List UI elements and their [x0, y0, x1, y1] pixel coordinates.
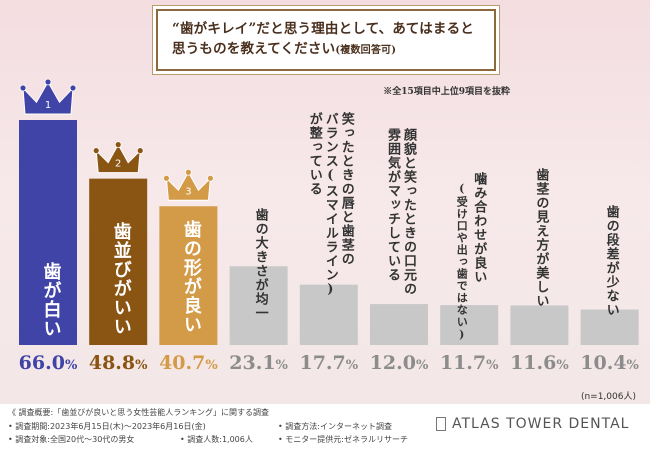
bar-9: [580, 309, 639, 345]
value-unit: %: [626, 358, 639, 373]
survey-overview: 《 調査概要:「歯並びが良いと思う女性芸能人ランキング」に関する調査: [8, 408, 269, 417]
value-label-7: 11.7%: [437, 352, 501, 374]
category-label-6-line1: 顔貌と笑ったときの口元の: [401, 128, 416, 296]
bar-3: [159, 206, 218, 345]
note-text: ※全15項目中上位9項目を抜粋: [383, 87, 510, 97]
value-unit: %: [345, 358, 359, 373]
category-label-2: 歯並びがいい: [110, 222, 132, 336]
value-unit: %: [486, 358, 499, 373]
logo-mark-icon: [436, 417, 446, 431]
crown-icon-3: 3: [162, 168, 214, 201]
value-unit: %: [556, 358, 569, 373]
category-label-6-line2: 雰囲気がマッチしている: [385, 128, 400, 282]
logo-text: ATLAS TOWER DENTAL: [452, 416, 630, 432]
rank-label-2: 2: [115, 159, 121, 170]
category-label-5-line3: が整っている: [306, 112, 322, 196]
category-label-1: 歯が白い: [40, 262, 62, 338]
value-number: 10.4: [580, 352, 627, 374]
bar-chart: 1 2 3: [19, 78, 639, 345]
chart-title-line1: “歯がキレイ”だと思う理由として、あてはまると: [172, 21, 475, 37]
value-label-6: 12.0%: [367, 352, 431, 374]
value-unit: %: [275, 358, 288, 373]
crown-icon-2: 2: [92, 141, 144, 174]
category-label-7-line2: (受け口や出っ歯ではない): [455, 182, 469, 342]
value-label-8: 11.6%: [507, 352, 571, 374]
chart-title-line2-sub: (複数回答可): [335, 45, 397, 56]
sample-size: (n=1,006人): [580, 392, 636, 402]
value-number: 48.8: [88, 352, 136, 374]
survey-period: • 調査期間:2023年6月15日(木)〜2023年6月16日(金): [8, 422, 206, 431]
category-label-3: 歯の形が良い: [180, 220, 202, 334]
category-label-4: 歯の大きさが均一: [252, 208, 268, 320]
value-number: 12.0: [369, 352, 416, 374]
category-label-7-line1: 噛み合わせが良い: [471, 172, 487, 284]
value-label-3: 40.7%: [156, 352, 220, 374]
chart-title-line2: 思うものを教えてください(複数回答可): [172, 39, 494, 61]
category-label-9: 歯の段差が少ない: [603, 205, 619, 317]
survey-count: • 調査人数:1,006人: [180, 435, 253, 444]
crown-icon-1: 1: [19, 78, 77, 115]
value-label-4: 23.1%: [227, 352, 291, 374]
rank-label-3: 3: [185, 186, 191, 197]
bar-5: [299, 284, 358, 345]
value-unit: %: [415, 358, 429, 373]
value-label-9: 10.4%: [578, 352, 642, 374]
value-label-1: 66.0%: [16, 352, 80, 374]
title-box: “歯がキレイ”だと思う理由として、あてはまると 思うものを教えてください(複数回…: [156, 9, 496, 71]
bar-2: [89, 178, 148, 345]
value-label-2: 48.8%: [86, 352, 150, 374]
value-number: 40.7: [159, 352, 206, 374]
bar-6: [370, 304, 428, 345]
chart-title-line2-main: 思うものを教えてください: [172, 41, 336, 57]
category-label-8: 歯茎の見え方が美しい: [533, 168, 549, 308]
bar-4: [229, 266, 288, 345]
category-label-5-line1: 笑ったときの唇と歯茎の: [338, 112, 354, 266]
footer: 《 調査概要:「歯並びが良いと思う女性芸能人ランキング」に関する調査 • 調査期…: [0, 404, 650, 450]
survey-provider: • モニター提供元:ゼネラルリサーチ: [278, 435, 408, 444]
survey-method: • 調査方法:インターネット調査: [278, 422, 392, 431]
value-unit: %: [64, 358, 78, 373]
value-number: 11.7: [439, 352, 487, 374]
value-number: 11.6: [510, 352, 557, 374]
value-number: 23.1: [229, 352, 276, 374]
value-number: 66.0: [18, 352, 65, 374]
rank-label-1: 1: [45, 100, 51, 111]
value-label-5: 17.7%: [297, 352, 361, 374]
bar-1: [19, 120, 77, 345]
value-number: 17.7: [299, 352, 346, 374]
value-unit: %: [135, 358, 148, 373]
bar-8: [510, 305, 569, 345]
bar-7: [440, 305, 499, 345]
category-label-5-line2: バランス(スマイルライン): [322, 112, 338, 298]
survey-target: • 調査対象:全国20代〜30代の男女: [8, 435, 135, 444]
value-unit: %: [205, 358, 218, 373]
